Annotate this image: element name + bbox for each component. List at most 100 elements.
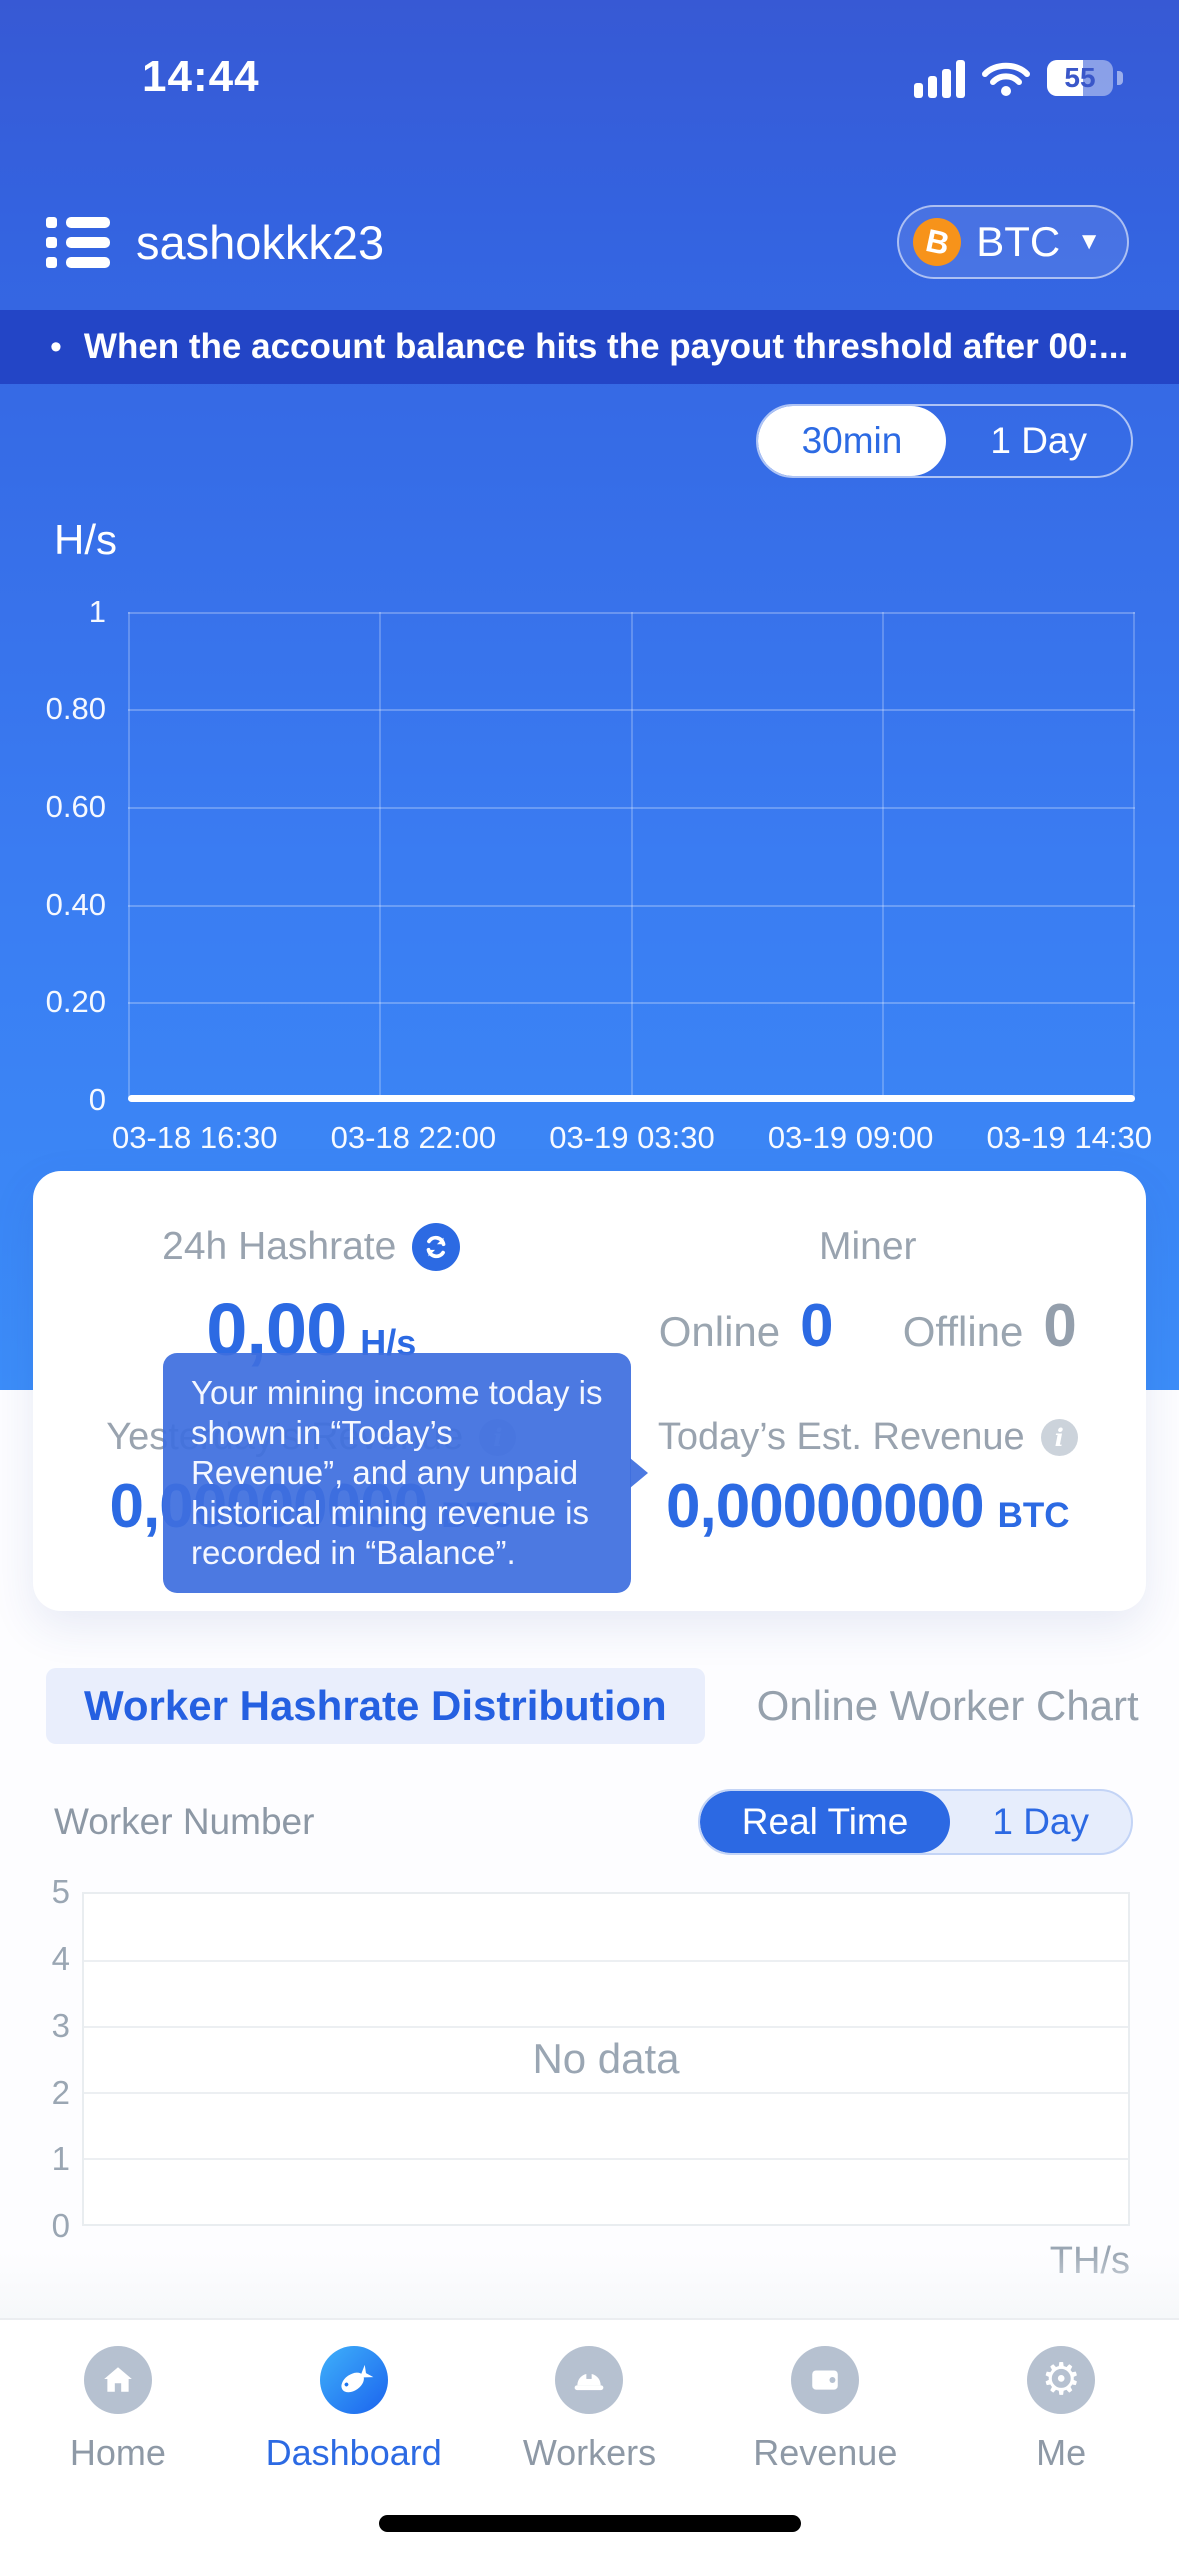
today-revenue-unit: BTC xyxy=(997,1496,1070,1535)
y-tick: 4 xyxy=(51,1940,70,1977)
toggle-real-time[interactable]: Real Time xyxy=(699,1791,951,1853)
y-tick: 0.60 xyxy=(45,789,106,824)
account-list-menu-icon[interactable] xyxy=(46,216,110,268)
notice-text: When the account balance hits the payout… xyxy=(83,327,1129,366)
gridline xyxy=(128,612,130,1100)
tooltip-text: Your mining income today is shown in “To… xyxy=(191,1374,603,1571)
toggle-30min[interactable]: 30min xyxy=(757,406,947,476)
card-labels-row: 24h Hashrate Miner xyxy=(33,1223,1146,1271)
dashboard-fish-icon xyxy=(319,2346,388,2414)
account-username: sashokkk23 xyxy=(136,215,385,269)
nav-workers-label: Workers xyxy=(522,2432,657,2473)
hashrate-label-cell: 24h Hashrate xyxy=(33,1223,590,1271)
worker-axis-row: Worker Number Real Time 1 Day xyxy=(54,1789,1133,1855)
cellular-signal-icon xyxy=(914,58,965,98)
chevron-down-icon: ▼ xyxy=(1077,228,1101,255)
bitcoin-glyph: B xyxy=(922,221,953,262)
home-icon xyxy=(83,2346,152,2414)
payout-notice-banner[interactable]: • When the account balance hits the payo… xyxy=(0,310,1179,384)
today-revenue-label: Today’s Est. Revenue xyxy=(657,1415,1025,1458)
nav-revenue[interactable]: Revenue xyxy=(707,2320,943,2556)
toggle-worker-1day[interactable]: 1 Day xyxy=(992,1801,1089,1842)
tab-online-worker-chart[interactable]: Online Worker Chart xyxy=(756,1682,1139,1729)
gridline xyxy=(84,2092,1128,2094)
revenue-tooltip: Your mining income today is shown in “To… xyxy=(163,1353,648,1593)
y-tick: 0 xyxy=(88,1082,106,1117)
menu-dot xyxy=(46,216,57,228)
header-left: sashokkk23 xyxy=(46,215,384,270)
header: sashokkk23 B BTC ▼ xyxy=(46,200,1129,284)
section-fade xyxy=(0,2252,1179,2318)
nav-me[interactable]: ⚙ Me xyxy=(943,2320,1179,2556)
y-tick: 1 xyxy=(51,2140,70,2177)
wifi-icon xyxy=(982,62,1030,96)
gridline xyxy=(128,1002,1135,1004)
y-tick: 0 xyxy=(51,2207,70,2244)
revenue-wallet-icon xyxy=(791,2346,860,2414)
hashrate-plot-area xyxy=(128,612,1135,1102)
battery-fill xyxy=(1047,60,1084,96)
y-tick: 1 xyxy=(88,594,106,629)
offline-group: Offline 0 xyxy=(903,1291,1077,1360)
menu-row xyxy=(46,256,110,268)
tab-worker-hashrate-distribution[interactable]: Worker Hashrate Distribution xyxy=(46,1668,705,1744)
tooltip-arrow xyxy=(630,1458,648,1488)
nav-workers[interactable]: Workers xyxy=(472,2320,708,2556)
worker-number-label: Worker Number xyxy=(54,1801,315,1842)
menu-row xyxy=(46,236,110,248)
x-tick: 03-19 14:30 xyxy=(986,1120,1152,1155)
nav-home-label: Home xyxy=(69,2432,166,2473)
worker-chart: No data xyxy=(82,1892,1130,2226)
menu-bar xyxy=(66,256,110,268)
miner-counts-cell: Online 0 Offline 0 xyxy=(590,1279,1147,1371)
signal-bar xyxy=(942,69,951,98)
gear-glyph: ⚙ xyxy=(1041,2354,1081,2405)
gridline xyxy=(84,2158,1128,2160)
nav-revenue-label: Revenue xyxy=(753,2432,898,2473)
x-tick: 03-19 03:30 xyxy=(549,1120,715,1155)
info-icon[interactable]: i xyxy=(1040,1418,1078,1456)
signal-bar xyxy=(956,60,965,98)
currency-label: BTC xyxy=(976,218,1061,265)
x-tick: 03-18 22:00 xyxy=(330,1120,497,1155)
signal-bar xyxy=(914,83,923,98)
x-axis-labels: 03-18 16:30 03-18 22:00 03-19 03:30 03-1… xyxy=(112,1120,1152,1156)
y-tick: 0.80 xyxy=(45,691,106,726)
gridline xyxy=(84,1960,1128,1962)
hashrate-unit-label: H/s xyxy=(54,516,117,563)
menu-bar xyxy=(66,216,110,228)
status-time: 14:44 xyxy=(142,52,260,101)
battery-nub xyxy=(1117,71,1123,85)
gridline xyxy=(379,612,381,1100)
worker-range-toggle: Real Time 1 Day xyxy=(697,1789,1133,1855)
nav-home[interactable]: Home xyxy=(0,2320,236,2556)
summary-card: 24h Hashrate Miner 0,00 H/s xyxy=(33,1171,1146,1611)
hero-background: 14:44 55 xyxy=(0,0,1179,1390)
offline-count: 0 xyxy=(1043,1291,1077,1359)
hashrate-range-toggle: 30min 1 Day xyxy=(755,404,1133,478)
nav-dashboard[interactable]: Dashboard xyxy=(236,2320,472,2556)
y-tick: 0.20 xyxy=(45,984,106,1019)
hashrate-series-line xyxy=(128,1095,1135,1102)
menu-bar xyxy=(66,236,110,248)
miner-label-cell: Miner xyxy=(590,1223,1147,1271)
refresh-icon[interactable] xyxy=(412,1223,461,1271)
worker-tabs: Worker Hashrate Distribution Online Work… xyxy=(46,1668,1139,1744)
y-tick: 0.40 xyxy=(45,887,106,922)
x-tick: 03-19 09:00 xyxy=(767,1120,934,1155)
nav-dashboard-label: Dashboard xyxy=(265,2432,442,2473)
menu-dot xyxy=(46,256,57,268)
currency-selector[interactable]: B BTC ▼ xyxy=(897,205,1129,279)
toggle-1day[interactable]: 1 Day xyxy=(990,420,1087,461)
gridline xyxy=(128,807,1135,809)
gridline xyxy=(128,612,1135,614)
gridline xyxy=(631,612,633,1100)
menu-row xyxy=(46,216,110,228)
online-count: 0 xyxy=(800,1291,834,1359)
miner-label: Miner xyxy=(818,1225,917,1268)
home-indicator xyxy=(378,2515,801,2532)
gridline xyxy=(128,709,1135,711)
battery-percent: 55 xyxy=(1064,62,1096,93)
me-gear-icon: ⚙ xyxy=(1027,2346,1096,2414)
